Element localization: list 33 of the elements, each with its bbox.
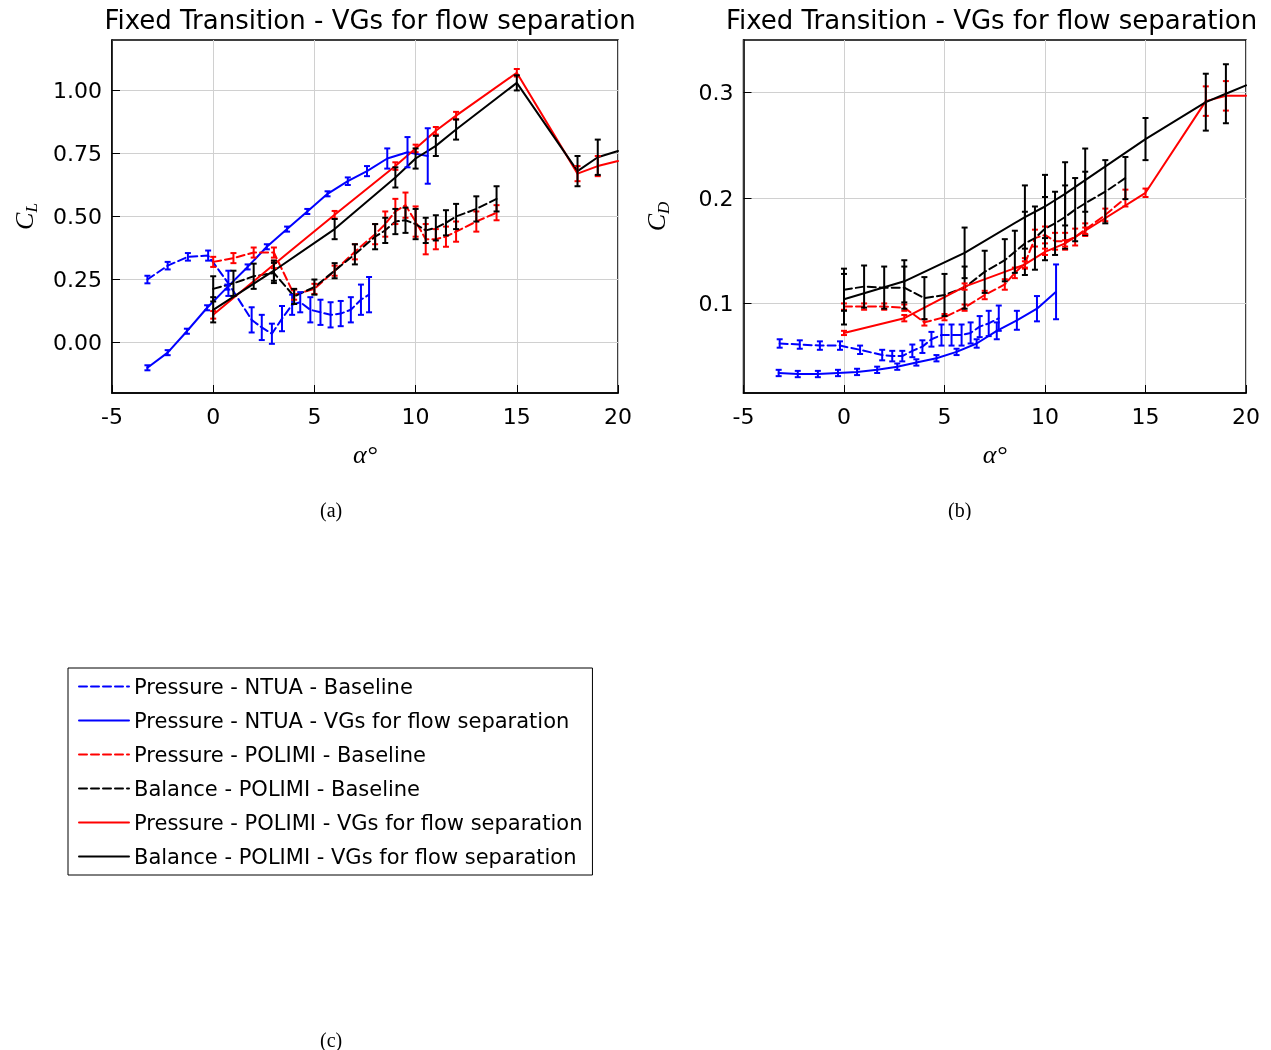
x-axis-title: α°	[352, 439, 378, 469]
y-tick-label: 0.2	[698, 185, 734, 211]
x-tick-label: -5	[732, 403, 755, 429]
legend-label: Pressure - POLIMI - Baseline	[134, 742, 426, 767]
y-axis-title: CD	[641, 200, 673, 232]
y-tick-label: 0.50	[53, 204, 102, 229]
x-tick-label: 20	[1232, 403, 1260, 429]
legend-label: Pressure - POLIMI - VGs for flow separation	[134, 810, 583, 835]
x-tick-label: 10	[1031, 403, 1059, 429]
y-axis-title: CL	[10, 203, 41, 230]
chart-title: Fixed Transition - VGs for flow separation	[725, 5, 1258, 35]
x-tick-label: 5	[307, 403, 322, 429]
y-tick-label: 1.00	[53, 77, 102, 103]
x-tick-label: 15	[502, 403, 531, 429]
x-tick-label: 20	[604, 403, 632, 429]
x-tick-label: 10	[401, 403, 430, 429]
x-tick-label: 0	[206, 403, 221, 429]
legend-label: Balance - POLIMI - VGs for flow separation	[134, 844, 577, 869]
legend-label: Pressure - NTUA - Baseline	[134, 674, 413, 699]
legend-label: Balance - POLIMI - Baseline	[134, 776, 421, 801]
chart-title: Fixed Transition - VGs for flow separation	[104, 5, 636, 35]
legend-label: Pressure - NTUA - VGs for flow separation	[134, 708, 570, 733]
y-tick-label: 0.00	[53, 330, 102, 356]
x-axis-title: α°	[982, 439, 1007, 469]
x-tick-label: -5	[101, 403, 123, 429]
text: (a)	[320, 499, 343, 522]
y-tick-label: 0.75	[53, 140, 102, 166]
x-tick-label: 15	[1131, 403, 1160, 429]
x-tick-label: 0	[837, 403, 851, 429]
y-tick-label: 0.25	[53, 267, 102, 293]
y-tick-label: 0.3	[698, 80, 734, 106]
x-tick-label: 5	[937, 403, 952, 429]
y-tick-label: 0.1	[698, 290, 734, 316]
